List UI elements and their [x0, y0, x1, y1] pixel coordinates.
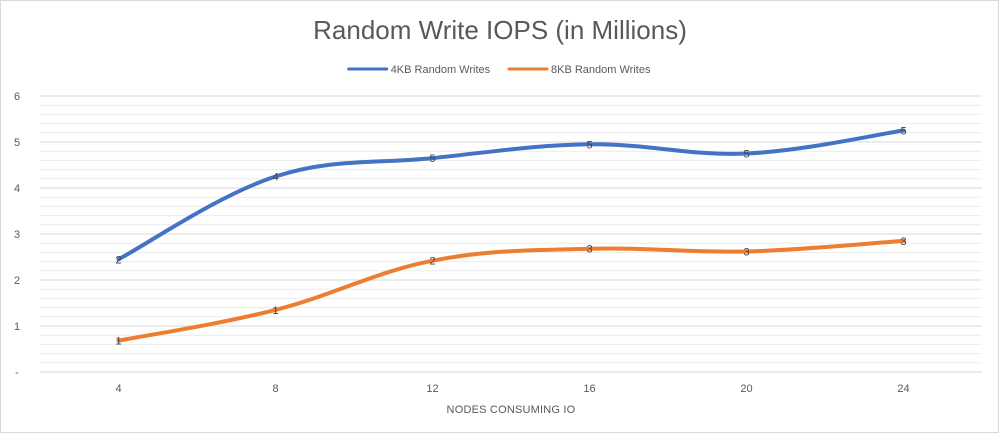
data-label: 3: [900, 236, 906, 248]
x-tick-label: 16: [583, 383, 595, 395]
legend-label: 8KB Random Writes: [551, 64, 651, 76]
legend-label: 4KB Random Writes: [391, 64, 491, 76]
x-tick-label: 20: [740, 383, 752, 395]
x-tick-label: 12: [426, 383, 438, 395]
x-axis-ticks: 4 8 12 16 20 24: [115, 383, 909, 395]
x-tick-label: 4: [115, 383, 121, 395]
data-label: 5: [429, 153, 435, 165]
series-line-4kb: [116, 128, 906, 262]
data-label: 1: [272, 305, 278, 317]
y-axis-ticks: - 1 2 3 4 5 6: [14, 91, 20, 379]
data-label: 5: [586, 139, 592, 151]
data-label: 2: [115, 254, 121, 266]
chart-legend: 4KB Random Writes 8KB Random Writes: [347, 64, 651, 76]
y-tick-label: 4: [14, 183, 20, 195]
series-line-8kb: [116, 238, 906, 343]
y-tick-label: 6: [14, 91, 20, 103]
data-label: 3: [743, 246, 749, 258]
data-labels: 2 4 5 5 5 5 1 1 2 3 3 3: [115, 126, 906, 348]
y-tick-label: 3: [14, 229, 20, 241]
data-label: 4: [272, 172, 278, 184]
chart-title: Random Write IOPS (in Millions): [313, 15, 687, 45]
x-tick-label: 24: [897, 383, 909, 395]
data-label: 3: [586, 244, 592, 256]
y-tick-label: 2: [14, 275, 20, 287]
data-label: 5: [743, 149, 749, 161]
x-axis-title: NODES CONSUMING IO: [447, 404, 576, 416]
gridlines: [40, 95, 982, 364]
y-tick-label: 5: [14, 137, 20, 149]
series-lines: [116, 128, 906, 343]
data-label: 1: [115, 336, 121, 348]
data-label: 5: [900, 126, 906, 138]
x-tick-label: 8: [272, 383, 278, 395]
data-label: 2: [429, 256, 435, 268]
y-tick-label: 1: [14, 321, 20, 333]
y-tick-label: -: [15, 367, 19, 379]
